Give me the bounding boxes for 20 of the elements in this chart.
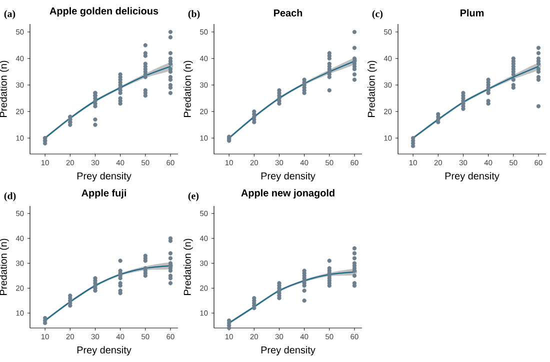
- x-axis-title: Prey density: [445, 172, 500, 182]
- x-axis-title: Prey density: [261, 172, 316, 182]
- y-axis-title: Predation (n): [184, 60, 193, 117]
- text: (c): [372, 10, 383, 20]
- chart-title: Apple fuji: [82, 189, 126, 198]
- text: (d): [4, 192, 16, 202]
- x-axis-title: Prey density: [261, 346, 316, 356]
- x-axis-title: Prey density: [77, 346, 132, 356]
- y-axis-title: Predation (n): [368, 60, 377, 117]
- text: (e): [188, 192, 199, 202]
- y-axis-title: Predation (n): [184, 238, 193, 295]
- chart-title: Peach: [274, 9, 302, 16]
- y-axis-title: Predation (n): [0, 238, 9, 295]
- x-axis-title: Prey density: [77, 172, 132, 182]
- chart-title: Apple golden delicious: [50, 7, 158, 16]
- text: (a): [4, 10, 16, 20]
- text: (b): [188, 10, 200, 20]
- y-axis-title: Predation (n): [0, 60, 9, 117]
- chart-title: Plum: [460, 9, 484, 16]
- chart-title: Apple new jonagold: [241, 189, 334, 198]
